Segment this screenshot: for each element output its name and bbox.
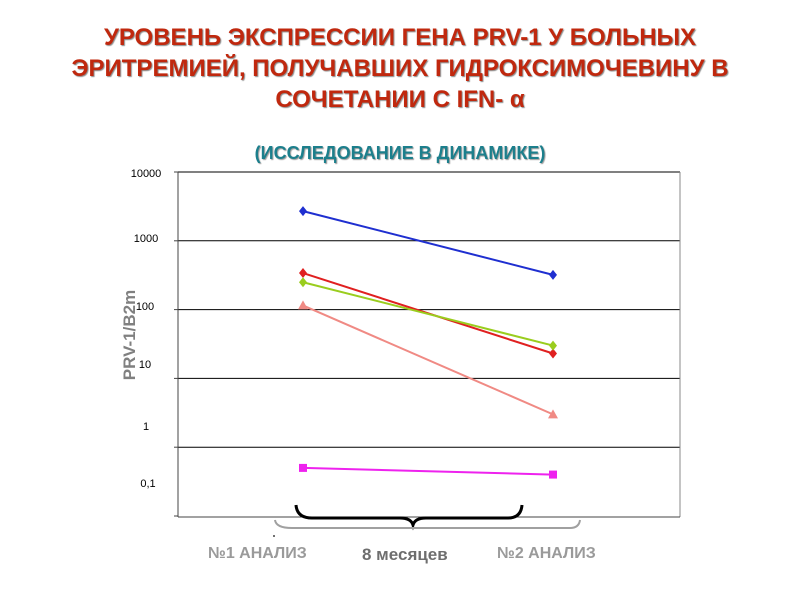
grid-lines <box>178 171 680 448</box>
axes <box>174 171 681 518</box>
interval-brace-black <box>294 504 524 531</box>
x-category-2: №2 АНАЛИЗ <box>497 545 596 562</box>
interval-label: 8 месяцев <box>362 545 448 564</box>
series-line <box>302 281 554 347</box>
data-point-triangle <box>548 409 558 419</box>
series-lines <box>298 206 558 479</box>
interval-brace-gray <box>274 519 581 529</box>
x-category-1: №1 АНАЛИЗ <box>208 545 307 562</box>
data-point-diamond <box>549 269 557 280</box>
data-point-triangle <box>298 300 308 310</box>
y-tick-labels: 10000 1000 100 10 1 0,1 <box>131 168 162 490</box>
series-line <box>302 466 554 476</box>
page-title: УРОВЕНЬ ЭКСПРЕССИИ ГЕНА PRV-1 У БОЛЬНЫХ … <box>71 24 729 113</box>
data-point-diamond <box>299 277 307 288</box>
y-tick-label: 1000 <box>134 233 158 245</box>
dot-mark <box>273 535 275 537</box>
data-point-diamond <box>549 348 557 359</box>
y-tick-label: 0,1 <box>140 478 155 490</box>
chart-subtitle: (ИССЛЕДОВАНИЕ В ДИНАМИКЕ) <box>254 143 546 163</box>
y-tick-label: 10000 <box>131 168 162 180</box>
data-point-diamond <box>299 268 307 279</box>
data-point-diamond <box>299 206 307 217</box>
data-point-square <box>549 470 557 479</box>
interval-brace <box>273 504 581 537</box>
data-point-square <box>299 463 307 472</box>
series-line <box>302 304 554 416</box>
y-tick-label: 10 <box>139 359 151 371</box>
y-tick-label: 1 <box>143 421 149 433</box>
y-axis-label: PRV-1/B2m <box>120 289 139 381</box>
data-point-diamond <box>549 340 557 351</box>
series-line <box>302 210 554 276</box>
y-tick-label: 100 <box>136 301 154 313</box>
